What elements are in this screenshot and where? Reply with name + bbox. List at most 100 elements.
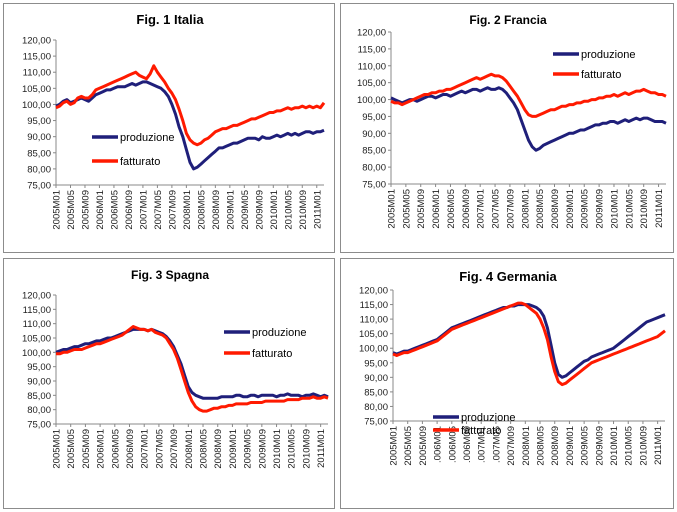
x-tick-label: 2008M05 xyxy=(199,429,210,469)
x-tick-label: 2007M01 xyxy=(138,190,149,230)
x-tick-label: 2007M01 xyxy=(476,189,487,229)
x-tick-label: 2010M09 xyxy=(639,189,650,229)
x-tick-label: 2009M01 xyxy=(228,429,239,469)
x-tick-label: 2008M05 xyxy=(535,189,546,229)
x-tick-label: 2009M05 xyxy=(580,426,591,466)
x-tick-label: 2009M01 xyxy=(565,189,576,229)
series-line-produzione xyxy=(55,327,329,400)
x-tick-label: 2006M09 xyxy=(461,189,472,229)
x-tick-label: 2010M05 xyxy=(283,190,294,230)
chart-panel-germania: Fig. 4 Germania 75,00 80,00 85,00 90,00 95,00… xyxy=(340,258,674,509)
x-tick-label: 2005M05 xyxy=(403,426,414,466)
x-tick-label: 2010M05 xyxy=(624,189,635,229)
x-tick-label: 2008M09 xyxy=(550,189,561,229)
x-tick-label: 2006M05 xyxy=(110,429,121,469)
x-tick-label: 2011M01 xyxy=(312,190,323,229)
y-tick-label: 105,00 xyxy=(22,84,51,95)
x-tick-label: 2005M01 xyxy=(387,189,398,229)
x-tick-label: 2008M01 xyxy=(182,190,193,230)
x-tick-label: 2006M01 xyxy=(95,190,106,230)
y-tick-label: 75,00 xyxy=(362,180,386,191)
chart-title-italia: Fig. 1 Italia xyxy=(136,12,204,27)
x-tick-label: 2010M05 xyxy=(624,426,635,466)
y-tick-label: 85,00 xyxy=(362,146,386,157)
x-tick-label: 2011M01 xyxy=(653,426,664,465)
y-tick-label: 105,00 xyxy=(359,329,388,340)
y-tick-label: 120,00 xyxy=(359,286,388,297)
x-tick-label: 2006M09 xyxy=(125,429,136,469)
x-tick-label: 2008M09 xyxy=(213,429,224,469)
chart-svg-spagna: Fig. 3 Spagna 75,00 80,00 85,00 90,00 95,00 10… xyxy=(22,268,329,469)
x-tick-label: .007M01 xyxy=(477,426,488,463)
y-tick-label: 120,00 xyxy=(357,28,386,39)
x-tick-label: 2005M09 xyxy=(416,189,427,229)
chart-title-spagna: Fig. 3 Spagna xyxy=(131,268,209,282)
x-tick-label: 2008M01 xyxy=(520,189,531,229)
chart-title-germania: Fig. 4 Germania xyxy=(459,269,557,284)
legend-label-produzione: produzione xyxy=(252,327,306,339)
legend-label-produzione: produzione xyxy=(461,412,515,424)
x-tick-label: 2006M05 xyxy=(109,190,120,230)
x-tick-label: 2005M01 xyxy=(52,190,63,230)
legend-label-fatturato: fatturato xyxy=(120,156,160,168)
chart-title-francia: Fig. 2 Francia xyxy=(469,13,547,27)
x-tick-label: 2007M09 xyxy=(167,190,178,230)
y-tick-label: 100,00 xyxy=(359,344,388,355)
y-tick-label: 100,00 xyxy=(22,348,51,359)
x-tick-label: .006M01 xyxy=(433,426,444,463)
x-tick-label: 2008M01 xyxy=(184,429,195,469)
y-tick-label: 120,00 xyxy=(22,36,51,47)
x-tick-label: 2010M01 xyxy=(272,429,283,469)
y-tick-label: 110,00 xyxy=(358,61,386,72)
x-tick-label: 2009M05 xyxy=(580,189,591,229)
x-tick-label: 2008M05 xyxy=(196,190,207,230)
x-tick-label: 2011M01 xyxy=(316,429,327,468)
y-tick-label: 90,00 xyxy=(27,377,51,388)
y-tick-label: 75,00 xyxy=(27,181,51,192)
y-tick-label: 75,00 xyxy=(27,420,51,431)
x-tick-label: 2010M01 xyxy=(609,189,620,229)
y-tick-label: 115,00 xyxy=(23,52,51,63)
series-line-fatturato xyxy=(390,72,667,118)
y-tick-label: 85,00 xyxy=(27,391,51,402)
x-tick-label: .006M05 xyxy=(447,426,458,463)
x-tick-label: .006M09 xyxy=(462,426,473,463)
x-tick-label: 2007M09 xyxy=(506,426,517,466)
x-tick-label: 2010M09 xyxy=(638,426,649,466)
x-tick-label: 2005M09 xyxy=(418,426,429,466)
y-tick-label: 115,00 xyxy=(360,300,388,311)
y-tick-label: 110,00 xyxy=(360,315,388,326)
x-tick-label: 2005M01 xyxy=(52,429,63,469)
y-tick-label: 85,00 xyxy=(27,148,51,159)
chart-svg-italia: Fig. 1 Italia 75,00 80,00 85,00 90,00 95,00 10… xyxy=(22,12,326,230)
x-tick-label: 2005M05 xyxy=(66,190,77,230)
legend-label-fatturato: fatturato xyxy=(581,69,621,81)
y-tick-label: 115,00 xyxy=(23,305,51,316)
y-tick-label: 80,00 xyxy=(362,163,386,174)
series-line-fatturato xyxy=(55,64,326,147)
y-tick-label: 75,00 xyxy=(364,417,388,428)
y-tick-label: 110,00 xyxy=(23,319,51,330)
x-tick-label: 2007M09 xyxy=(505,189,516,229)
x-tick-label: 2010M09 xyxy=(298,190,309,230)
x-tick-label: 2006M05 xyxy=(446,189,457,229)
x-tick-label: 2008M01 xyxy=(521,426,532,466)
x-tick-label: 2009M01 xyxy=(565,426,576,466)
y-tick-label: 115,00 xyxy=(358,44,386,55)
x-tick-label: 2010M01 xyxy=(269,190,280,230)
x-tick-label: 2009M05 xyxy=(243,429,254,469)
x-tick-label: 2005M09 xyxy=(81,429,92,469)
x-tick-label: 2007M09 xyxy=(169,429,180,469)
y-tick-label: 90,00 xyxy=(362,129,386,140)
x-tick-label: 2007M05 xyxy=(154,429,165,469)
x-tick-label: 2006M09 xyxy=(124,190,135,230)
x-tick-label: 2009M01 xyxy=(225,190,236,230)
y-tick-label: 105,00 xyxy=(22,334,51,345)
y-tick-label: 105,00 xyxy=(357,78,386,89)
y-tick-label: 90,00 xyxy=(27,132,51,143)
y-tick-label: 85,00 xyxy=(364,387,388,398)
x-tick-label: 2008M09 xyxy=(211,190,222,230)
x-tick-label: 2009M09 xyxy=(257,429,268,469)
legend-label-fatturato: fatturato xyxy=(252,348,292,360)
legend-label-fatturato: fatturato xyxy=(461,425,501,437)
